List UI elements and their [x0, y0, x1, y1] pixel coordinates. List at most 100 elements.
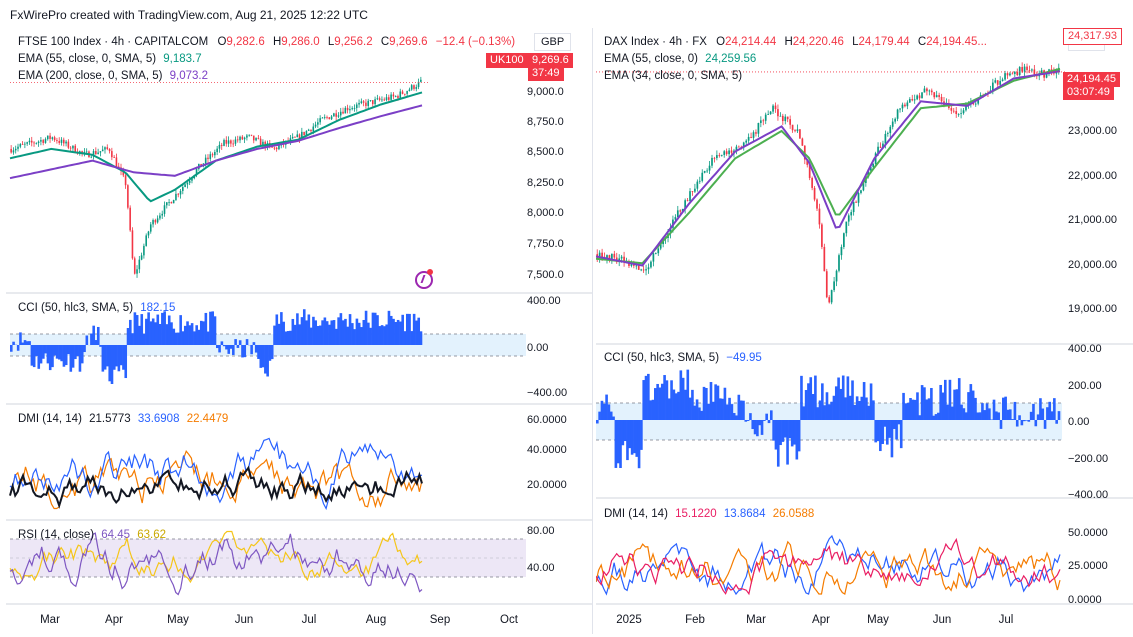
candle-body: [791, 124, 794, 131]
candle-body: [397, 96, 399, 99]
candle-body: [762, 120, 765, 122]
candle-body: [378, 98, 381, 100]
dax-dmi-tick-label: 50.0000: [1068, 527, 1108, 539]
cci-bar: [62, 345, 66, 367]
dax-cci-bar: [760, 420, 764, 435]
candle-body: [182, 186, 184, 191]
cci-bar: [117, 345, 121, 372]
dax-cci-bar: [834, 386, 838, 420]
cci-bar: [106, 345, 109, 367]
dax-cci-bar: [746, 420, 750, 421]
dax-cci-tick-label: 200.00: [1068, 380, 1102, 392]
dax-cci-bar: [851, 380, 854, 420]
dmi-adx-line: [9, 465, 423, 509]
rsi-legend: RSI (14, close) 64.45 63.62: [18, 527, 166, 544]
dax-cci-bar: [927, 398, 931, 420]
currency-label[interactable]: GBP: [534, 33, 572, 51]
cci-bar: [35, 345, 38, 356]
candle-body: [601, 252, 603, 257]
dmi-label[interactable]: DMI (14, 14): [18, 413, 82, 425]
dax-cci-bar: [1046, 407, 1049, 420]
dax-cci-bar: [823, 405, 826, 420]
time-axis-label: Jun: [235, 614, 254, 626]
candle-body: [799, 129, 801, 139]
cci-bar: [339, 313, 343, 345]
dax-price-tick-label: 20,000.00: [1068, 259, 1117, 271]
ohlc-low-label: L: [327, 36, 335, 48]
ftse-chart-panel[interactable]: 9,000.0 8,750.0 8,500.0 8,250.0 8,000.0 7,750…: [6, 28, 593, 634]
candle-body: [882, 143, 884, 148]
candle-body: [106, 147, 109, 150]
candle-body: [26, 142, 28, 144]
candle-body: [620, 256, 623, 259]
dax-ema1-label[interactable]: EMA (55, close, 0): [604, 53, 698, 65]
candle-body: [676, 210, 679, 218]
dax-cci-bar: [732, 412, 736, 420]
ftse-symbol[interactable]: FTSE 100 Index · 4h · CAPITALCOM: [18, 36, 209, 48]
ema1-label[interactable]: EMA (55, close, 0, SMA, 5): [18, 53, 157, 65]
dax-chart-canvas[interactable]: 23,000.00 22,000.00 21,000.00 20,000.00 19,0…: [596, 28, 1133, 634]
ftse-chart-canvas[interactable]: 9,000.0 8,750.0 8,500.0 8,250.0 8,000.0 7,750…: [6, 28, 592, 634]
dax-cci-bar: [1055, 420, 1058, 424]
candle-body: [689, 191, 691, 202]
candle-body: [362, 101, 365, 103]
ema2-label[interactable]: EMA (200, close, 0, SMA, 5): [18, 70, 163, 82]
candle-body: [884, 133, 887, 144]
dax-cci-bar: [1025, 420, 1028, 421]
rsi-label[interactable]: RSI (14, close): [18, 529, 95, 541]
cci-bar: [385, 324, 388, 345]
cci-label[interactable]: CCI (50, hlc3, SMA, 5): [18, 302, 134, 314]
candle-body: [891, 121, 894, 127]
candle-body: [140, 255, 143, 260]
candle-body: [273, 147, 276, 149]
dax-cci-bar: [888, 420, 891, 438]
candle-body: [772, 105, 774, 112]
candle-body: [679, 210, 682, 212]
candle-body: [781, 115, 784, 122]
candle-body: [637, 265, 640, 270]
news-event-icon[interactable]: [415, 271, 433, 289]
candle-body: [312, 126, 315, 132]
dax-cci-bar: [814, 375, 817, 420]
candle-body: [952, 110, 955, 112]
candle-body: [713, 157, 716, 159]
cci-bar: [195, 325, 198, 345]
cci-bar: [360, 327, 363, 345]
dax-cci-bar: [707, 403, 710, 420]
candle-body: [415, 87, 418, 89]
dax-cci-bar: [677, 391, 680, 420]
candle-body: [830, 290, 833, 303]
candle-body: [58, 141, 61, 143]
cci-bar: [115, 345, 118, 367]
dax-cci-bar: [621, 420, 625, 446]
cci-tick-label: 400.00: [527, 295, 561, 307]
dax-symbol[interactable]: DAX Index · 4h · FX: [604, 36, 707, 48]
dax-ema2-label[interactable]: EMA (34, close, 0, SMA, 5): [604, 70, 743, 82]
cci-bar: [28, 341, 31, 345]
dax-dmi-label[interactable]: DMI (14, 14): [604, 508, 668, 520]
dax-chart-panel[interactable]: 23,000.00 22,000.00 21,000.00 20,000.00 19,0…: [596, 28, 1133, 634]
cci-bar: [133, 312, 137, 345]
candle-body: [755, 132, 757, 134]
dax-cci-bar: [649, 400, 652, 420]
dax-cci-bar: [616, 420, 620, 464]
cci-bar: [319, 325, 322, 345]
dax-cci-label[interactable]: CCI (50, hlc3, SMA, 5): [604, 352, 720, 364]
candle-body: [349, 109, 351, 111]
candle-body: [916, 95, 918, 100]
candle-body: [823, 246, 826, 272]
cci-bar: [147, 312, 150, 345]
cci-bar: [76, 345, 79, 356]
candle-body: [154, 219, 157, 223]
dax-cci-bar: [1027, 420, 1031, 422]
cci-bar: [403, 331, 407, 345]
candle-body: [390, 94, 392, 100]
cci-bar: [257, 345, 260, 359]
candle-body: [652, 253, 655, 262]
cci-bar: [362, 319, 366, 345]
candle-body: [124, 175, 127, 186]
candle-body: [738, 146, 740, 148]
candle-body: [85, 151, 88, 153]
time-axis-label: Sep: [430, 614, 450, 626]
cci-bar: [346, 326, 350, 345]
